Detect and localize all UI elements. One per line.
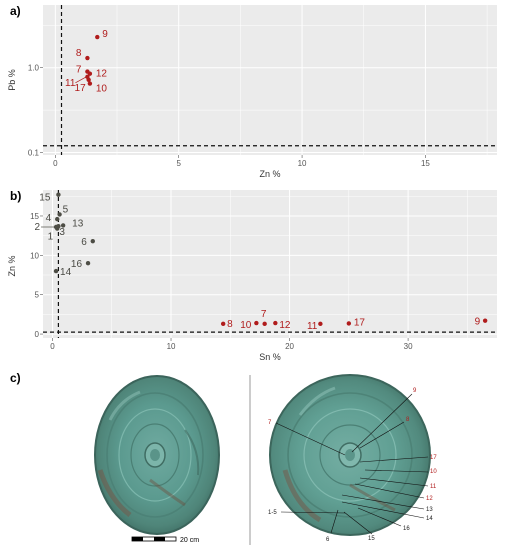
y-tick-label: 0	[35, 330, 40, 339]
y-tick-label: 15	[30, 212, 39, 221]
chart-b-grid	[43, 190, 497, 338]
data-point-10	[87, 81, 93, 86]
point-label-15: 15	[39, 193, 51, 204]
point-label-12: 12	[279, 320, 291, 331]
y-tick-label: 10	[30, 251, 39, 260]
callout-label-10: 10	[430, 469, 437, 475]
data-point-6	[90, 238, 95, 244]
x-tick-label: 0	[50, 342, 55, 351]
data-point-10	[254, 320, 259, 326]
y-tick-label: 0.1	[28, 148, 40, 157]
panel-label-a: a)	[10, 4, 21, 18]
chart-b-ylabel: Zn %	[7, 255, 17, 276]
data-point-11	[318, 321, 323, 327]
data-point-16	[85, 261, 91, 266]
x-tick-label: 10	[298, 159, 307, 168]
data-point-8	[220, 321, 226, 327]
chart-a-panel	[43, 5, 497, 155]
callout-label-13: 13	[426, 507, 433, 513]
panel-label-b: b)	[10, 189, 21, 203]
point-label-4: 4	[46, 213, 52, 224]
callout-label-17: 17	[430, 455, 437, 461]
point-label-2: 2	[34, 222, 40, 233]
data-point-15	[56, 192, 61, 197]
point-label-8: 8	[227, 319, 233, 330]
callout-label-9: 9	[413, 388, 417, 394]
data-point-17	[346, 321, 352, 326]
point-label-11: 11	[65, 78, 76, 89]
y-tick-label: 1.0	[28, 64, 40, 73]
point-label-3: 3	[59, 227, 65, 238]
callout-label-15: 15	[368, 536, 375, 542]
point-label-7: 7	[261, 309, 267, 320]
point-label-9: 9	[475, 317, 481, 328]
data-point-13	[60, 223, 66, 228]
point-label-6: 6	[81, 237, 87, 248]
point-label-13: 13	[72, 218, 84, 229]
point-label-16: 16	[71, 259, 83, 270]
point-label-5: 5	[63, 204, 69, 215]
point-label-1: 1	[48, 232, 54, 243]
point-label-17: 17	[354, 317, 366, 328]
callout-label-8: 8	[406, 417, 410, 423]
data-point-12	[273, 320, 278, 326]
photo-panel: 20 cm	[94, 374, 437, 545]
chart-a-reference-lines	[43, 5, 497, 155]
data-point-9	[482, 318, 488, 323]
left-disc-photo	[94, 375, 220, 535]
data-point-12	[87, 71, 93, 76]
point-label-10: 10	[96, 84, 108, 95]
right-disc-photo	[269, 374, 431, 536]
chart-b-ticks: 0 10 20 30 0 5 10 15	[30, 212, 413, 351]
panel-label-c: c)	[10, 371, 21, 385]
point-label-8: 8	[76, 48, 82, 59]
callout-label-14: 14	[426, 516, 433, 522]
x-tick-label: 5	[176, 159, 181, 168]
callout-label-12: 12	[426, 496, 433, 502]
chart-a-xlabel: Zn %	[259, 169, 280, 179]
x-tick-label: 10	[167, 342, 176, 351]
y-tick-label: 5	[35, 291, 40, 300]
chart-a-points	[85, 34, 100, 86]
scale-bar: 20 cm	[131, 536, 199, 544]
callout-lines	[275, 393, 429, 535]
point-label-7: 7	[76, 65, 82, 76]
callout-label-11: 11	[430, 484, 437, 490]
x-tick-label: 15	[421, 159, 430, 168]
data-point-4	[55, 216, 60, 222]
callout-label-1-5: 1-5	[268, 510, 277, 516]
chart-b-points	[53, 192, 488, 327]
callout-label-7: 7	[268, 420, 272, 426]
data-point-9	[95, 34, 100, 40]
point-label-12: 12	[96, 69, 108, 80]
data-point-8	[85, 55, 90, 61]
data-point-14	[53, 268, 59, 274]
point-label-10: 10	[240, 320, 252, 331]
x-tick-label: 20	[285, 342, 294, 351]
chart-a-grid	[43, 5, 497, 155]
callout-label-16: 16	[403, 526, 410, 532]
x-tick-label: 0	[53, 159, 58, 168]
data-point-17	[86, 77, 91, 83]
scale-bar-label: 20 cm	[180, 537, 199, 544]
chart-b-panel	[43, 190, 497, 338]
chart-b-xlabel: Sn %	[259, 352, 281, 362]
point-label-11: 11	[307, 321, 318, 332]
point-label-17: 17	[75, 83, 87, 94]
point-label-14: 14	[60, 267, 72, 278]
callout-label-6: 6	[326, 537, 330, 543]
data-point-3	[56, 224, 61, 229]
x-tick-label: 30	[404, 342, 413, 351]
point-label-9: 9	[102, 29, 108, 40]
chart-a-ylabel: Pb %	[7, 69, 17, 91]
leader-line-11	[75, 76, 87, 84]
data-point-7	[262, 321, 267, 327]
data-point-5	[57, 212, 62, 217]
